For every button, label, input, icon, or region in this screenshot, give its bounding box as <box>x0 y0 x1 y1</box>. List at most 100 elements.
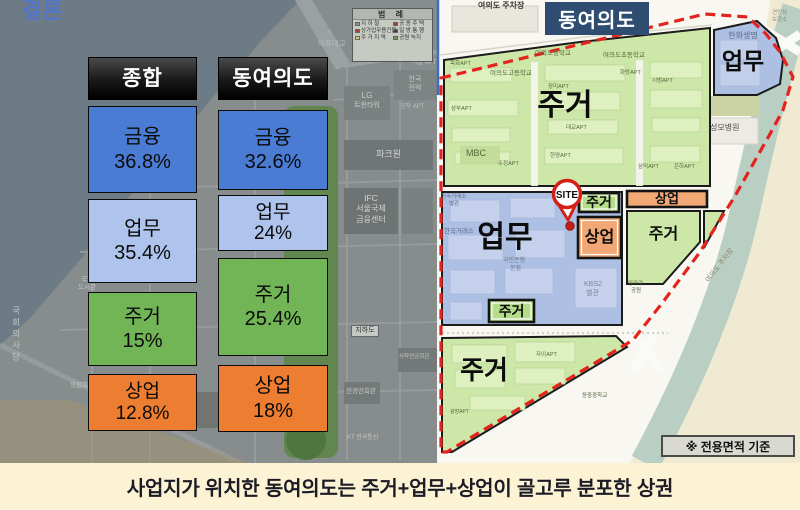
map-label-stmary: 성모병원 <box>710 123 740 132</box>
map-label-kookmin-1: 국민은행 <box>503 258 526 264</box>
stat-value: 35.4% <box>114 242 171 264</box>
legend-item: 공원 녹지 <box>399 35 422 41</box>
map-label-ankara-1: 앙카라 <box>628 281 644 287</box>
stat-box-overall-residential: 주거 15% <box>88 292 197 366</box>
legend-item: 주 거 지 역 <box>361 35 386 41</box>
legend-item: 공 동 주 택 <box>399 21 425 27</box>
map-label-tow-1: 견인차 <box>772 10 788 16</box>
zone-residential-right <box>626 210 701 285</box>
stat-box-east-office: 업무 24% <box>218 195 328 251</box>
site-label: SITE <box>556 190 579 201</box>
map-label-yeouido-hs: 여의도고등학교 <box>490 70 532 77</box>
map-label-daekyo-apt: 대교APT <box>566 125 587 131</box>
right-map: SITE <box>436 0 800 463</box>
map-label-fki: 전경련회관 <box>346 388 376 395</box>
map-label-ankara-2: 공원 <box>631 288 642 294</box>
legend-item: 상가업무용건물 <box>361 28 397 34</box>
map-legend: 범 례 지 하 철 상가업무용건물 주 거 지 역 공 동 주 택 일 방 통 … <box>352 8 433 62</box>
zone-label-residential-big: 주거 <box>537 89 593 122</box>
stat-value: 15% <box>122 330 163 352</box>
map-label-hanwha: 한화생명 <box>728 31 758 40</box>
map-label-tow-2: 보관소 <box>772 17 788 23</box>
stat-value: 25.4% <box>244 308 302 330</box>
stat-label: 금융 <box>124 126 161 149</box>
stat-box-east-residential: 주거 25.4% <box>218 258 328 356</box>
zone-residential-bottom <box>441 334 629 453</box>
map-label-ifc-2: 서울국제 <box>356 204 386 213</box>
site-marker: SITE <box>551 178 583 231</box>
map-label-sambu-apt: 삼부APT <box>451 106 472 112</box>
stat-value: 36.8% <box>114 150 171 173</box>
map-label-library-2: 도서관 <box>78 284 96 291</box>
map-label-lg-2: 트윈타워 <box>354 102 380 109</box>
map-label-krx-annex-2: 별관 <box>449 201 460 207</box>
stat-value: 18% <box>252 399 294 422</box>
stat-box-overall-finance: 금융 36.8% <box>88 106 197 193</box>
map-label-parc1: 파크원 <box>376 149 401 159</box>
legend-item: 일 방 통 행 <box>399 28 425 34</box>
caption-text: 사업지가 위치한 동여의도는 주거+업무+상업이 골고루 분포한 상권 <box>126 478 674 500</box>
column-header-label: 종합 <box>122 66 163 90</box>
zone-label-office-main: 업무 <box>477 221 533 254</box>
map-label-mbc: MBC <box>466 148 486 158</box>
zone-label-commercial-strip: 상업 <box>655 191 679 206</box>
map-label-kbs2-1: KBS2 <box>584 281 602 288</box>
ifc-block <box>344 188 398 234</box>
map-label-uiwon: 의원회관 <box>70 382 94 389</box>
map-label-krx: 한국거래소 <box>444 228 474 235</box>
map-label-samik-apt: 삼익APT <box>638 164 659 170</box>
stat-box-east-finance: 금융 32.6% <box>218 110 328 190</box>
map-label-jihado: 지하도 <box>351 325 379 337</box>
map-label-mapo-bridge: 마포대교 <box>318 39 346 48</box>
map-label-eunha-apt: 은하APT <box>674 164 695 170</box>
stat-box-overall-commercial: 상업 12.8% <box>88 374 197 431</box>
map-label-jangmi-apt: 장미APT <box>548 84 569 90</box>
stat-label: 업무 <box>124 217 161 240</box>
stat-label: 업무 <box>255 201 291 223</box>
map-label-library-1: 국회 <box>81 276 93 283</box>
stat-label: 상업 <box>125 381 160 403</box>
stat-value: 24% <box>253 223 293 244</box>
zone-label-office-topright: 업무 <box>721 48 765 74</box>
map-label-sujeong-apt: 수정APT <box>498 161 519 167</box>
map-label-yeouido-es: 여의도초등학교 <box>603 52 645 59</box>
arrow-up-icon: ↑ <box>327 27 332 37</box>
map-label-lg-1: LG <box>361 91 373 100</box>
map-label-hanjeon-2: 전력 <box>408 85 422 92</box>
map-label-kookmin-2: 본점 <box>510 266 522 272</box>
mapo-bridge-shape <box>295 0 351 70</box>
zone-residential-inner <box>487 298 536 324</box>
stat-label: 주거 <box>254 283 292 306</box>
legend-item: 지 하 철 <box>361 21 380 27</box>
zone-commercial-small <box>576 215 623 260</box>
zone-label-residential-right: 주거 <box>648 226 679 243</box>
column-header-overall: 종합 <box>88 57 197 100</box>
map-label-hanjeon-1: 한국 <box>408 76 422 83</box>
map-label-kt: KT 한국통신 <box>347 435 379 441</box>
map-label-seoul-apt: 서울 APT <box>412 60 437 66</box>
stat-label: 상업 <box>254 375 292 398</box>
column-header-east-yeouido: 동여의도 <box>218 57 328 100</box>
corner-note: 결론 <box>22 0 63 23</box>
zone-label-residential-bottom: 주거 <box>460 355 508 385</box>
map-label-gwangjang-apt: 광장APT <box>450 409 469 415</box>
zone-label-residential-small-top: 주거 <box>586 194 612 210</box>
zone-commercial-strip <box>625 189 709 209</box>
site-dot <box>565 221 575 231</box>
stat-value: 32.6% <box>244 151 302 173</box>
column-header-label: 동여의도 <box>232 66 314 90</box>
legend-title: 범 례 <box>353 9 432 20</box>
map-label-hanyang-apt: 한양APT <box>550 153 571 159</box>
map-label-hwarang-apt: 화랑APT <box>620 70 641 76</box>
caption-bar: 사업지가 위치한 동여의도는 주거+업무+상업이 골고루 분포한 상권 <box>0 463 800 510</box>
zone-label-residential-inner: 주거 <box>498 303 525 319</box>
map-label-sahak: 사학연금회관 <box>399 354 430 360</box>
map-label-gongjak-apt: 공작 APT <box>400 104 425 110</box>
stat-value: 12.8% <box>115 402 170 424</box>
map-label-sibeom-apt: 시범APT <box>652 78 673 84</box>
parc1-block <box>344 140 433 170</box>
map-label-yunjung-ms: 윤중중학교 <box>582 393 608 399</box>
stat-label: 주거 <box>124 305 161 328</box>
zone-label-commercial-small: 상업 <box>584 229 615 246</box>
map-label-ifc-3: 금융센터 <box>356 215 386 224</box>
